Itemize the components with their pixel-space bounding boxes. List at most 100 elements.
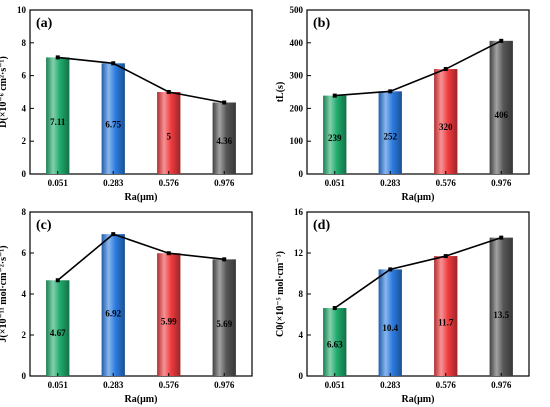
chart-panel-d: 0 4 8 12 16 6.63 0.051 10.4 0.283 11.7 0.576 13.5 0.…	[275, 207, 530, 405]
trend-marker-b	[443, 67, 448, 72]
bar-a-0.051	[46, 57, 70, 175]
y-tick-label-b: 400	[290, 38, 304, 48]
data-label-b: 239	[328, 133, 342, 143]
trend-marker-a	[166, 90, 171, 94]
y-tick-label-a: 4	[22, 103, 27, 113]
x-tick-label-a: 0.051	[48, 178, 69, 188]
y-tick-label-b: 500	[290, 5, 304, 15]
chart-panel-a: 0 2 4 6 8 10 7.11 0.051 6.75 0.283 5 0.576 4.36 0.976…	[0, 5, 253, 203]
y-tick-label-d: 0	[299, 371, 304, 381]
x-tick-label-d: 0.283	[380, 380, 401, 390]
bar-d-0.051	[323, 308, 347, 376]
x-tick-label-c: 0.576	[159, 380, 180, 390]
y-tick-label-b: 300	[290, 71, 304, 81]
panel-label-b: (b)	[313, 16, 330, 31]
chart-panel-b: 0 100 200 300 400 500 239 0.051 252 0.283 320 0.576…	[275, 5, 530, 203]
bar-a-0.576	[157, 92, 181, 174]
bar-d-0.283	[378, 269, 402, 376]
y-tick-label-c: 0	[22, 371, 27, 381]
y-tick-label-b: 200	[290, 103, 304, 113]
trend-marker-c	[55, 278, 60, 283]
data-label-d: 13.5	[493, 310, 509, 320]
bar-c-0.283	[101, 234, 125, 376]
y-tick-label-c: 8	[22, 207, 27, 217]
data-label-d: 6.63	[327, 339, 343, 349]
bar-c-0.576	[157, 253, 181, 376]
trend-line-b	[334, 40, 502, 97]
y-axis-label-a: D(×10⁻⁶ cm²·s⁻¹)	[0, 56, 9, 128]
panel-label-c: (c)	[36, 218, 52, 233]
y-tick-label-d: 8	[299, 289, 304, 299]
x-tick-label-c: 0.051	[48, 380, 69, 390]
x-tick-label-b: 0.576	[436, 178, 457, 188]
x-tick-label-b: 0.283	[380, 178, 401, 188]
trend-marker-b	[388, 89, 393, 94]
x-tick-label-a: 0.283	[103, 178, 124, 188]
trend-marker-a	[222, 100, 227, 105]
data-label-a: 6.75	[105, 120, 121, 130]
trend-marker-d	[443, 254, 448, 259]
bar-d-0.576	[434, 256, 458, 376]
bar-b-0.051	[323, 95, 347, 174]
x-axis-label-a: Ra(μm)	[125, 192, 158, 203]
y-tick-label-a: 2	[22, 136, 27, 146]
trend-marker-c	[111, 232, 116, 237]
x-tick-label-d: 0.576	[436, 380, 457, 390]
y-tick-label-a: 0	[22, 169, 27, 179]
y-tick-label-b: 0	[299, 169, 304, 179]
plot-frame-a	[29, 9, 253, 175]
x-tick-label-a: 0.576	[159, 178, 180, 188]
y-tick-label-d: 12	[294, 248, 304, 258]
x-tick-label-d: 0.051	[325, 380, 346, 390]
x-axis-label-d: Ra(μm)	[402, 394, 435, 405]
bar-b-0.576	[434, 69, 458, 174]
panel-label-a: (a)	[36, 16, 53, 31]
trend-line-a	[57, 56, 225, 104]
y-tick-label-a: 6	[22, 71, 27, 81]
y-tick-label-d: 16	[294, 207, 304, 217]
trend-marker-c	[222, 257, 227, 262]
trend-marker-d	[499, 235, 504, 240]
data-label-c: 5.99	[161, 316, 177, 326]
data-label-b: 406	[495, 110, 509, 120]
y-tick-label-c: 4	[22, 289, 27, 299]
y-tick-label-b: 100	[290, 136, 304, 146]
data-label-c: 6.92	[105, 308, 121, 318]
data-label-b: 320	[439, 122, 453, 132]
x-tick-label-d: 0.976	[491, 380, 512, 390]
trend-marker-a	[55, 55, 60, 60]
x-tick-label-c: 0.283	[103, 380, 124, 390]
bar-b-0.976	[489, 40, 513, 174]
data-label-a: 7.11	[50, 117, 66, 127]
trend-marker-b	[332, 93, 337, 98]
data-label-d: 11.7	[438, 318, 454, 328]
x-axis-label-c: Ra(μm)	[125, 394, 158, 405]
data-label-b: 252	[384, 131, 398, 141]
plot-frame-b	[306, 9, 530, 175]
data-label-d: 10.4	[382, 323, 398, 333]
bar-a-0.283	[101, 63, 125, 174]
bar-c-0.976	[212, 259, 236, 376]
panel-label-d: (d)	[313, 218, 330, 233]
trend-line-d	[334, 236, 502, 309]
trend-marker-a	[111, 61, 116, 66]
trend-marker-d	[388, 267, 393, 272]
y-tick-label-a: 10	[17, 5, 27, 15]
x-tick-label-c: 0.976	[214, 380, 235, 390]
bar-b-0.283	[378, 91, 402, 174]
x-tick-label-b: 0.051	[325, 178, 346, 188]
x-tick-label-b: 0.976	[491, 178, 512, 188]
chart-panel-c: 0 2 4 6 8 4.67 0.051 6.92 0.283 5.99 0.576 5.69 0.97…	[0, 207, 253, 405]
y-axis-label-c: J(×10⁻¹¹ mol·cm⁻²·s⁻¹)	[0, 245, 9, 342]
y-tick-label-a: 8	[22, 38, 27, 48]
y-tick-label-c: 6	[22, 248, 27, 258]
trend-line-c	[57, 233, 225, 281]
data-label-c: 4.67	[50, 328, 66, 338]
bar-d-0.976	[489, 237, 513, 376]
trend-marker-c	[166, 251, 171, 256]
trend-marker-b	[499, 38, 504, 43]
y-axis-label-b: tL(s)	[275, 82, 286, 103]
data-label-c: 5.69	[216, 319, 232, 329]
y-tick-label-c: 2	[22, 330, 27, 340]
